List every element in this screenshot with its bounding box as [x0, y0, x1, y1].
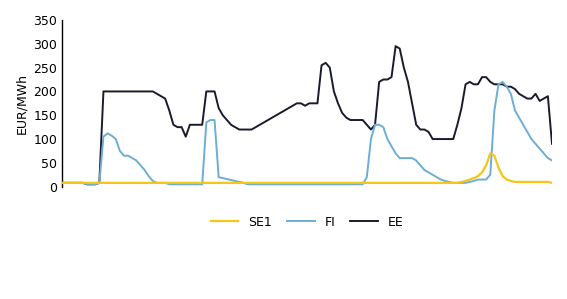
SE1 — [396, 181, 403, 185]
EE — [59, 181, 66, 185]
Line: SE1: SE1 — [62, 153, 552, 183]
Y-axis label: EUR/MWh: EUR/MWh — [15, 73, 28, 134]
EE — [454, 123, 461, 126]
EE — [540, 97, 547, 100]
SE1 — [487, 152, 494, 155]
SE1 — [446, 181, 452, 185]
Line: FI: FI — [62, 82, 552, 184]
EE — [405, 80, 412, 84]
FI — [549, 159, 556, 162]
FI — [450, 181, 456, 185]
SE1 — [162, 181, 168, 185]
FI — [83, 182, 90, 186]
EE — [166, 109, 173, 112]
FI — [166, 182, 173, 186]
EE — [83, 182, 90, 186]
FI — [335, 182, 341, 186]
EE — [335, 102, 341, 105]
FI — [499, 80, 506, 84]
FI — [540, 152, 547, 155]
Legend: SE1, FI, EE: SE1, FI, EE — [206, 211, 408, 234]
EE — [549, 142, 556, 146]
Line: EE: EE — [62, 46, 552, 184]
SE1 — [191, 181, 197, 185]
FI — [194, 182, 201, 186]
EE — [194, 123, 201, 126]
SE1 — [536, 180, 543, 184]
FI — [400, 156, 407, 160]
FI — [59, 181, 66, 185]
SE1 — [549, 181, 556, 185]
EE — [392, 44, 399, 48]
SE1 — [59, 181, 66, 185]
SE1 — [331, 181, 337, 185]
